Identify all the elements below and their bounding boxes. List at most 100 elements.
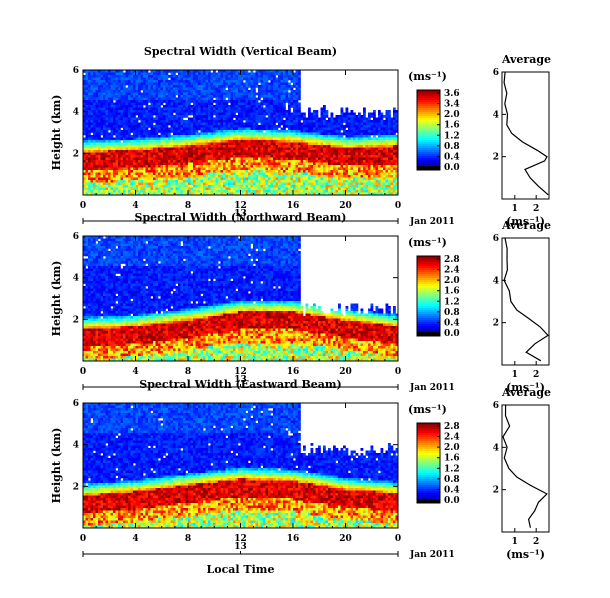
colorbar-zero-band xyxy=(417,499,440,503)
average-x-tick-label: 2 xyxy=(533,204,539,214)
average-y-tick-label: 6 xyxy=(493,401,499,411)
colorbar-frame xyxy=(416,422,441,504)
colorbar-unit: (ms⁻¹) xyxy=(408,403,447,416)
colorbar-zero-band xyxy=(417,332,440,336)
x-tick-label: 16 xyxy=(287,201,300,211)
average-x-tick-label: 1 xyxy=(512,370,518,380)
y-tick-label: 4 xyxy=(73,441,79,451)
date-month-label: Jan 2011 xyxy=(409,383,455,393)
heatmap xyxy=(83,236,399,362)
panel-0: Spectral Width (Vertical Beam) 2 4 6 Height … xyxy=(50,45,551,228)
colorbar xyxy=(417,423,440,504)
average-x-label: (ms⁻¹) xyxy=(506,548,545,561)
panel-title: Spectral Width (Northward Beam) xyxy=(135,211,347,224)
colorbar-label: 0.4 xyxy=(444,152,460,162)
average-y-tick-label: 2 xyxy=(493,486,499,496)
colorbar-label: 0.4 xyxy=(444,485,460,495)
heatmap xyxy=(83,403,399,529)
x-tick-label: 12 xyxy=(234,201,247,211)
colorbar-frame xyxy=(416,255,441,337)
colorbar-label: 3.4 xyxy=(444,100,460,110)
x-tick-label: 0 xyxy=(80,367,86,377)
colorbar-label: 0.0 xyxy=(444,496,460,506)
y-tick-label: 6 xyxy=(73,232,79,242)
x-tick-label: 4 xyxy=(132,201,138,211)
colorbar xyxy=(417,256,440,337)
y-tick-label: 6 xyxy=(73,66,79,76)
colorbar-label: 1.6 xyxy=(444,454,460,464)
colorbar-label: 2.8 xyxy=(444,422,460,432)
colorbar-label: 0.8 xyxy=(444,142,460,152)
average-x-label: (ms⁻¹) xyxy=(506,215,545,228)
y-tick-label: 6 xyxy=(73,399,79,409)
average-y-tick-label: 4 xyxy=(493,443,499,453)
panel-title: Spectral Width (Vertical Beam) xyxy=(144,45,337,58)
colorbar xyxy=(417,90,440,171)
colorbar-label: 3.6 xyxy=(444,89,460,99)
colorbar-label: 2.0 xyxy=(444,110,460,120)
average-x-tick-label: 2 xyxy=(533,537,539,547)
colorbar-label: 2.0 xyxy=(444,443,460,453)
colorbar-label: 2.4 xyxy=(444,433,460,443)
x-tick-label: 0 xyxy=(80,201,86,211)
average-x-label: (ms⁻¹) xyxy=(506,381,545,394)
average-x-tick-label: 1 xyxy=(512,204,518,214)
colorbar-label: 0.0 xyxy=(444,163,460,173)
y-axis-label: Height (km) xyxy=(50,428,63,504)
colorbar-label: 0.8 xyxy=(444,475,460,485)
x-tick-label: 4 xyxy=(132,367,138,377)
average-x-tick-label: 2 xyxy=(533,370,539,380)
average-profile-line xyxy=(503,237,549,362)
panel-title: Spectral Width (Eastward Beam) xyxy=(139,378,341,391)
colorbar-label: 0.8 xyxy=(444,308,460,318)
colorbar-label: 0.0 xyxy=(444,329,460,339)
average-y-tick-label: 2 xyxy=(493,153,499,163)
x-tick-label: 12 xyxy=(234,367,247,377)
date-day-label: 13 xyxy=(234,375,247,385)
average-title: Average xyxy=(501,219,551,232)
average-x-tick-label: 1 xyxy=(512,537,518,547)
average-y-tick-label: 6 xyxy=(493,234,499,244)
y-tick-label: 2 xyxy=(73,149,79,159)
x-tick-label: 16 xyxy=(287,534,300,544)
x-tick-label: 8 xyxy=(185,367,191,377)
x-axis-label: Local Time xyxy=(207,563,275,576)
x-tick-label: 20 xyxy=(339,201,352,211)
x-tick-label: 8 xyxy=(185,201,191,211)
colorbar-label: 1.6 xyxy=(444,121,460,131)
average-profile-line xyxy=(503,71,549,196)
x-tick-label: 4 xyxy=(132,534,138,544)
colorbar-unit: (ms⁻¹) xyxy=(408,236,447,249)
average-y-tick-label: 6 xyxy=(493,68,499,78)
average-title: Average xyxy=(501,53,551,66)
x-tick-label: 0 xyxy=(395,201,401,211)
x-tick-label: 0 xyxy=(395,534,401,544)
x-tick-label: 12 xyxy=(234,534,247,544)
average-y-tick-label: 4 xyxy=(493,110,499,120)
colorbar-label: 2.8 xyxy=(444,255,460,265)
x-tick-label: 8 xyxy=(185,534,191,544)
average-frame xyxy=(501,71,550,200)
colorbar-label: 1.6 xyxy=(444,287,460,297)
date-month-label: Jan 2011 xyxy=(409,217,455,227)
date-day-label: 13 xyxy=(234,542,247,552)
colorbar-label: 1.2 xyxy=(444,464,460,474)
panel-2: Spectral Width (Eastward Beam) 2 4 6 Height … xyxy=(50,378,551,576)
y-axis-label: Height (km) xyxy=(50,95,63,171)
colorbar-zero-band xyxy=(417,166,440,170)
heatmap xyxy=(83,70,399,196)
average-title: Average xyxy=(501,386,551,399)
colorbar-unit: (ms⁻¹) xyxy=(408,70,447,83)
colorbar-label: 2.4 xyxy=(444,266,460,276)
x-tick-label: 0 xyxy=(395,367,401,377)
average-profile-line xyxy=(502,404,548,528)
colorbar-label: 1.2 xyxy=(444,297,460,307)
panel-1: Spectral Width (Northward Beam) 2 4 6 Height… xyxy=(50,211,551,394)
average-y-tick-label: 2 xyxy=(493,319,499,329)
x-tick-label: 20 xyxy=(339,367,352,377)
y-tick-label: 2 xyxy=(73,482,79,492)
colorbar-label: 1.2 xyxy=(444,131,460,141)
x-tick-label: 0 xyxy=(80,534,86,544)
y-axis-label: Height (km) xyxy=(50,261,63,337)
